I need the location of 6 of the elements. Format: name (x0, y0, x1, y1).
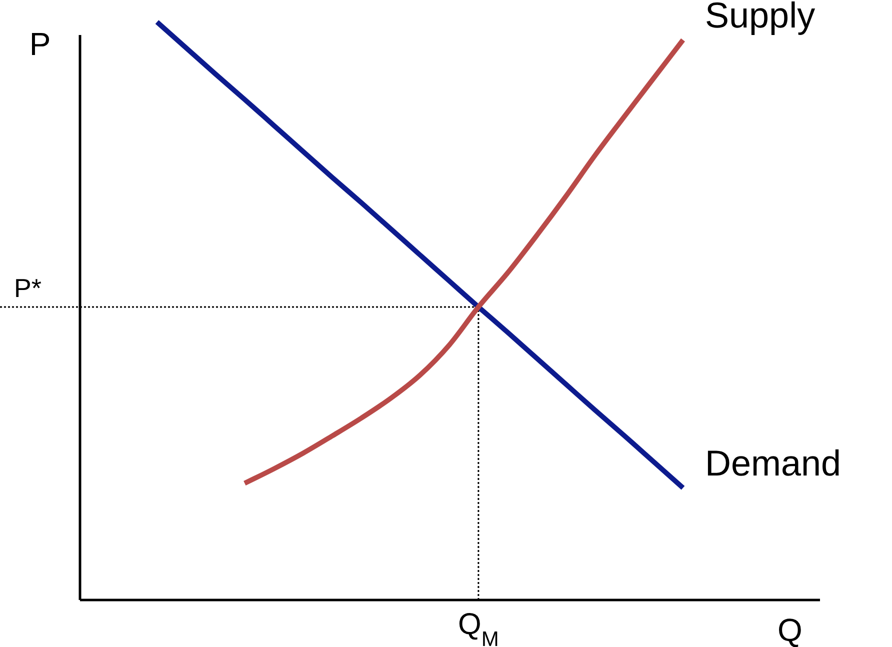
y-axis-title: P (29, 26, 51, 62)
x-axis-title: Q (778, 612, 802, 647)
text: Q$_{M}$ (458, 608, 499, 647)
series-label: Demand (705, 442, 842, 484)
ref-line-label: P* (14, 272, 42, 303)
series-label: Supply (705, 0, 816, 36)
